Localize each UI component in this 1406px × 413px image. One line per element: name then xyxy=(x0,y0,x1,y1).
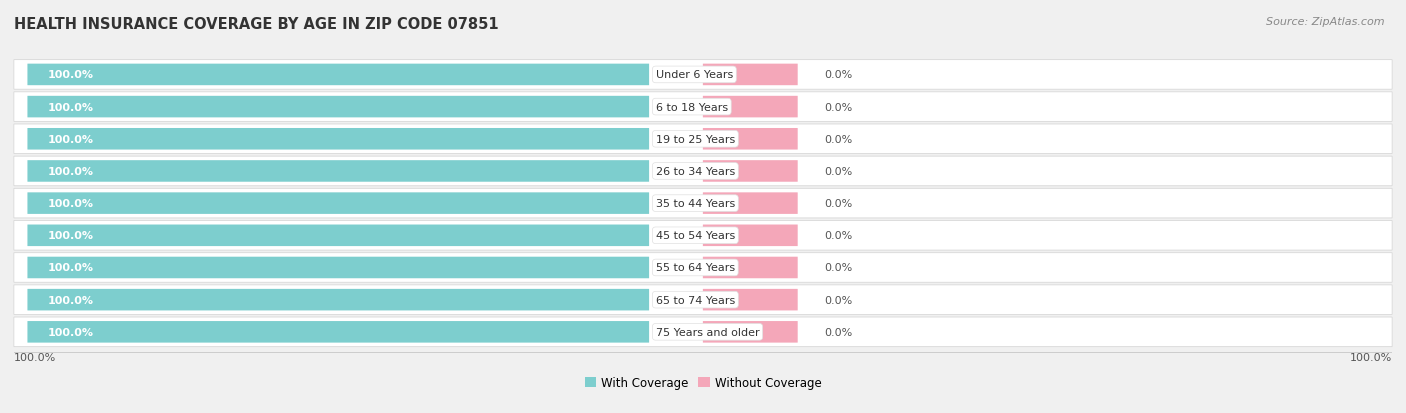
Text: 100.0%: 100.0% xyxy=(48,263,94,273)
FancyBboxPatch shape xyxy=(703,64,797,86)
FancyBboxPatch shape xyxy=(28,193,650,214)
FancyBboxPatch shape xyxy=(703,289,797,311)
Text: 0.0%: 0.0% xyxy=(824,199,853,209)
Text: 100.0%: 100.0% xyxy=(48,70,94,80)
FancyBboxPatch shape xyxy=(28,129,650,150)
Text: 35 to 44 Years: 35 to 44 Years xyxy=(655,199,735,209)
Text: 100.0%: 100.0% xyxy=(48,135,94,145)
FancyBboxPatch shape xyxy=(28,225,650,247)
FancyBboxPatch shape xyxy=(14,157,1392,186)
FancyBboxPatch shape xyxy=(14,221,1392,251)
FancyBboxPatch shape xyxy=(28,97,650,118)
Text: Under 6 Years: Under 6 Years xyxy=(655,70,733,80)
FancyBboxPatch shape xyxy=(703,161,797,182)
Text: 65 to 74 Years: 65 to 74 Years xyxy=(655,295,735,305)
FancyBboxPatch shape xyxy=(28,257,650,279)
FancyBboxPatch shape xyxy=(14,189,1392,218)
FancyBboxPatch shape xyxy=(14,125,1392,154)
Text: 100.0%: 100.0% xyxy=(48,166,94,176)
FancyBboxPatch shape xyxy=(14,93,1392,122)
Text: 0.0%: 0.0% xyxy=(824,231,853,241)
FancyBboxPatch shape xyxy=(28,289,650,311)
Text: 100.0%: 100.0% xyxy=(48,231,94,241)
Text: 19 to 25 Years: 19 to 25 Years xyxy=(655,135,735,145)
Text: 100.0%: 100.0% xyxy=(14,352,56,362)
FancyBboxPatch shape xyxy=(703,193,797,214)
FancyBboxPatch shape xyxy=(28,321,650,343)
Text: 0.0%: 0.0% xyxy=(824,295,853,305)
FancyBboxPatch shape xyxy=(28,161,650,182)
Text: 0.0%: 0.0% xyxy=(824,263,853,273)
Text: 75 Years and older: 75 Years and older xyxy=(655,327,759,337)
Text: 100.0%: 100.0% xyxy=(48,102,94,112)
FancyBboxPatch shape xyxy=(14,317,1392,347)
Text: 0.0%: 0.0% xyxy=(824,135,853,145)
Text: 0.0%: 0.0% xyxy=(824,70,853,80)
Text: 100.0%: 100.0% xyxy=(48,327,94,337)
FancyBboxPatch shape xyxy=(703,225,797,247)
Legend: With Coverage, Without Coverage: With Coverage, Without Coverage xyxy=(579,371,827,394)
Text: 0.0%: 0.0% xyxy=(824,102,853,112)
Text: 55 to 64 Years: 55 to 64 Years xyxy=(655,263,735,273)
Text: 0.0%: 0.0% xyxy=(824,166,853,176)
Text: 45 to 54 Years: 45 to 54 Years xyxy=(655,231,735,241)
Text: 0.0%: 0.0% xyxy=(824,327,853,337)
Text: HEALTH INSURANCE COVERAGE BY AGE IN ZIP CODE 07851: HEALTH INSURANCE COVERAGE BY AGE IN ZIP … xyxy=(14,17,499,31)
FancyBboxPatch shape xyxy=(14,60,1392,90)
Text: 100.0%: 100.0% xyxy=(48,199,94,209)
Text: 6 to 18 Years: 6 to 18 Years xyxy=(655,102,728,112)
Text: Source: ZipAtlas.com: Source: ZipAtlas.com xyxy=(1267,17,1385,26)
FancyBboxPatch shape xyxy=(703,257,797,279)
FancyBboxPatch shape xyxy=(14,253,1392,282)
FancyBboxPatch shape xyxy=(14,285,1392,315)
Text: 100.0%: 100.0% xyxy=(48,295,94,305)
FancyBboxPatch shape xyxy=(703,129,797,150)
FancyBboxPatch shape xyxy=(703,97,797,118)
Text: 100.0%: 100.0% xyxy=(1350,352,1392,362)
Text: 26 to 34 Years: 26 to 34 Years xyxy=(655,166,735,176)
FancyBboxPatch shape xyxy=(703,321,797,343)
FancyBboxPatch shape xyxy=(28,64,650,86)
